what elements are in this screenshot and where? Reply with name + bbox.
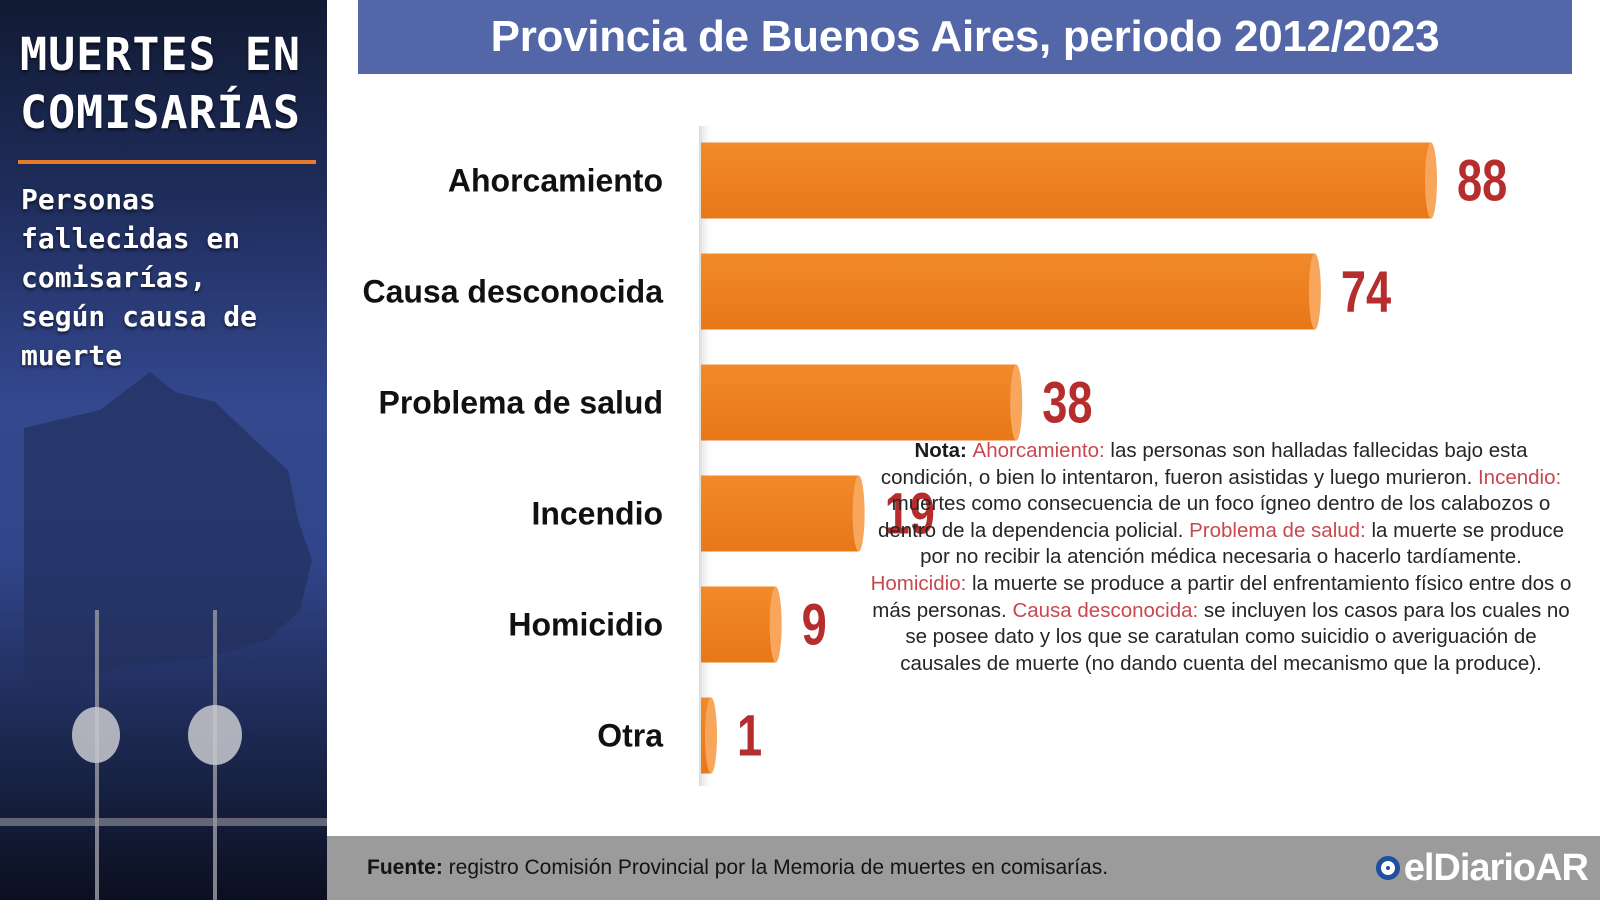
province-silhouette-illustration — [0, 372, 327, 900]
note-term-1: Incendio: — [1477, 465, 1562, 489]
y-axis-shadow — [699, 126, 713, 786]
page-title: Provincia de Buenos Aires, periodo 2012/… — [490, 12, 1440, 61]
category-label-3: Incendio — [531, 496, 663, 532]
note-paragraph: Nota: Ahorcamiento: las personas son hal… — [870, 438, 1572, 677]
bar-cap-1 — [1308, 253, 1321, 330]
value-label-4: 9 — [802, 593, 827, 658]
chart-note: Nota: Ahorcamiento: las personas son hal… — [870, 438, 1572, 677]
note-term-3: Homicidio: — [870, 571, 967, 595]
source-text: Fuente: registro Comisión Provincial por… — [367, 856, 1108, 880]
header-banner: Provincia de Buenos Aires, periodo 2012/… — [358, 0, 1572, 74]
note-text-3: la muerte se produce a partir del enfren… — [872, 571, 1572, 622]
side-banner: MUERTES EN COMISARÍAS Personas fallecida… — [0, 0, 327, 900]
brand-logo: elDiarioAR — [1375, 845, 1589, 891]
bar-1 — [701, 253, 1315, 330]
note-lead: Nota: — [914, 439, 973, 462]
bar-cap-4 — [769, 586, 782, 663]
category-label-1: Causa desconocida — [362, 274, 663, 310]
category-label-2: Problema de salud — [378, 385, 663, 421]
side-divider — [18, 160, 316, 164]
bar-3 — [701, 475, 859, 552]
bar-0 — [701, 142, 1431, 219]
note-text-0: las personas son halladas fallecidas baj… — [880, 439, 1528, 489]
category-label-0: Ahorcamiento — [448, 163, 663, 199]
value-label-3: 19 — [885, 482, 935, 547]
bar-cap-2 — [1010, 364, 1023, 441]
footer-bar: Fuente: registro Comisión Provincial por… — [327, 836, 1600, 900]
brand-dot-icon — [1375, 856, 1400, 880]
source-body: registro Comisión Provincial por la Memo… — [442, 856, 1109, 879]
note-term-2: Problema de salud: — [1189, 518, 1366, 542]
bar-2 — [701, 364, 1017, 441]
bar-cap-5 — [705, 697, 717, 774]
side-title: MUERTES EN COMISARÍAS — [20, 28, 301, 139]
bar-cap-3 — [852, 475, 865, 552]
category-label-5: Otra — [597, 718, 663, 754]
value-label-2: 38 — [1042, 371, 1092, 436]
note-text-4: se incluyen los casos para los cuales no… — [900, 598, 1570, 675]
brand-name: elDiarioAR — [1403, 846, 1589, 889]
side-subtitle: Personas fallecidas en comisarías, según… — [21, 183, 258, 372]
value-label-5: 1 — [737, 704, 762, 769]
category-label-4: Homicidio — [508, 607, 663, 643]
bar-cap-0 — [1425, 142, 1437, 219]
bar-chart: Ahorcamiento 88 Causa desconocida 74 Problem… — [362, 126, 1507, 786]
note-text-2: la muerte se produce por no recibir la a… — [920, 518, 1565, 569]
note-text-1: muertes como consecuencia de un foco ígn… — [877, 492, 1551, 542]
value-label-0: 88 — [1457, 149, 1507, 214]
note-term-4: Causa desconocida: — [1012, 598, 1199, 622]
source-lead: Fuente: — [367, 856, 443, 879]
value-label-1: 74 — [1341, 260, 1391, 325]
bar-4 — [701, 586, 776, 663]
note-term-0: Ahorcamiento: — [972, 439, 1105, 462]
